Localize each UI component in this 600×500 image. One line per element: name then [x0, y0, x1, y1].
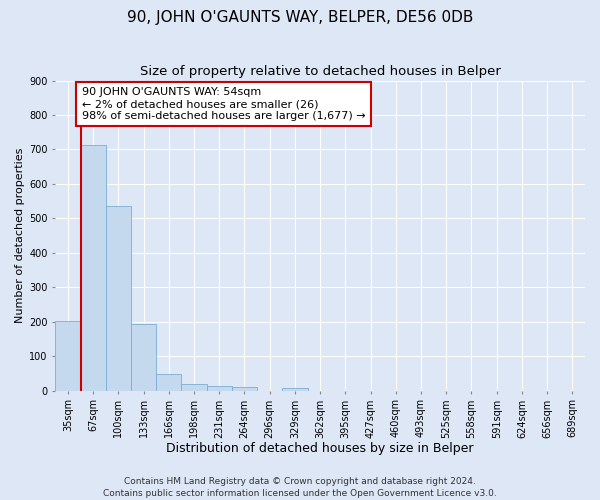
Bar [106, 206, 131, 390]
Bar [283, 388, 308, 390]
Text: 90, JOHN O'GAUNTS WAY, BELPER, DE56 0DB: 90, JOHN O'GAUNTS WAY, BELPER, DE56 0DB [127, 10, 473, 25]
Y-axis label: Number of detached properties: Number of detached properties [15, 148, 25, 324]
Title: Size of property relative to detached houses in Belper: Size of property relative to detached ho… [140, 65, 500, 78]
Bar [55, 321, 80, 390]
Bar [206, 386, 232, 390]
Text: Contains HM Land Registry data © Crown copyright and database right 2024.
Contai: Contains HM Land Registry data © Crown c… [103, 476, 497, 498]
X-axis label: Distribution of detached houses by size in Belper: Distribution of detached houses by size … [166, 442, 474, 455]
Bar [80, 146, 106, 390]
Text: 90 JOHN O'GAUNTS WAY: 54sqm
← 2% of detached houses are smaller (26)
98% of semi: 90 JOHN O'GAUNTS WAY: 54sqm ← 2% of deta… [82, 88, 365, 120]
Bar [156, 374, 181, 390]
Bar [232, 387, 257, 390]
Bar [181, 384, 206, 390]
Bar [131, 324, 156, 390]
